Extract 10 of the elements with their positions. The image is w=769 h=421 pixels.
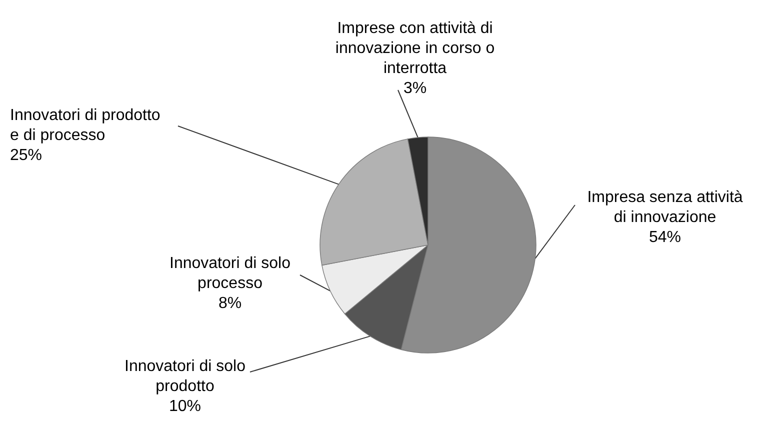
slice-label: Impresa senza attività di innovazione	[587, 189, 743, 226]
data-label: 3%	[403, 80, 427, 97]
slice-label: Imprese con attività di innovazione in corso o interrotta	[335, 20, 495, 77]
data-label: 10%	[168, 398, 202, 415]
data-label: 25%	[10, 147, 42, 164]
data-label: 8%	[218, 295, 242, 312]
data-label: 54%	[648, 229, 682, 246]
slice-label: Innovatori di prodotto e di processo	[10, 107, 160, 144]
slice-label: Innovatori di solo processo	[170, 255, 291, 292]
slice-label: Innovatori di solo prodotto	[124, 358, 246, 395]
